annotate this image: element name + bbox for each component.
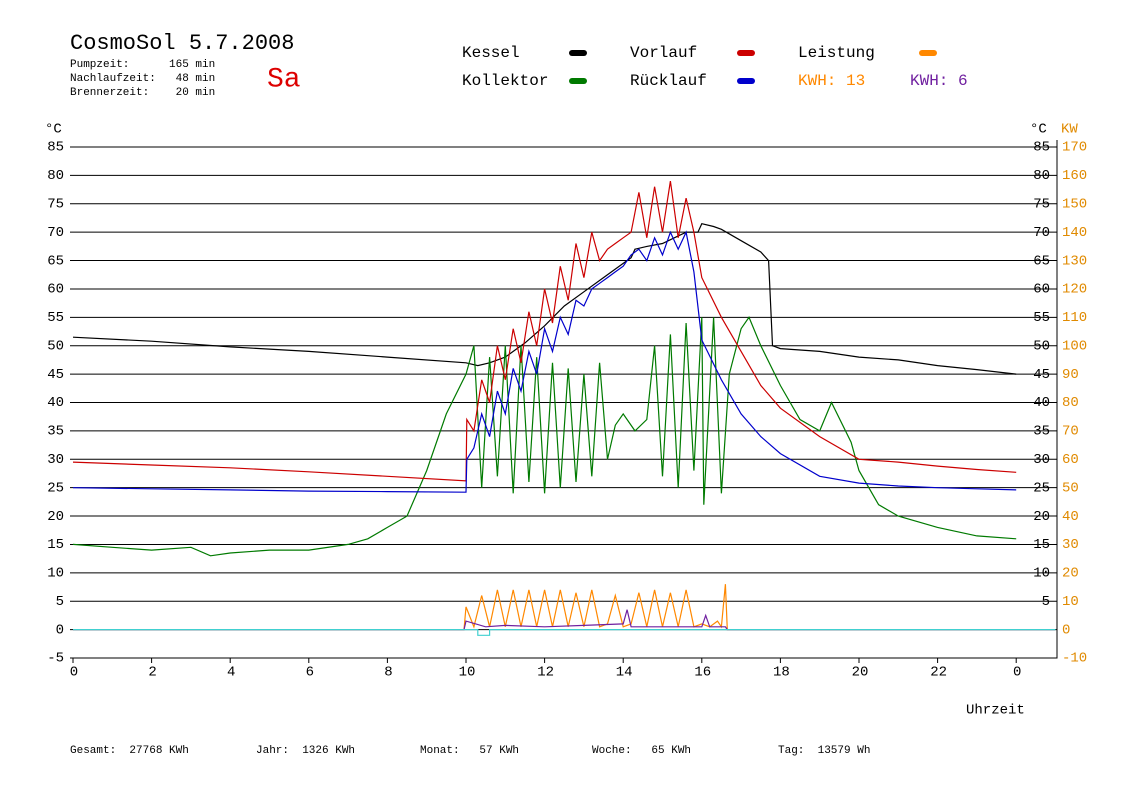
y-tick-label: -5 bbox=[47, 651, 64, 667]
x-tick-label: 20 bbox=[852, 665, 869, 681]
legend-label: Vorlauf bbox=[630, 44, 697, 62]
info-line: Brennerzeit: 20 min bbox=[70, 87, 215, 99]
y2-tick-label: 130 bbox=[1062, 253, 1087, 269]
y-tick-label-right: 15 bbox=[1033, 537, 1050, 553]
legend-label: Kollektor bbox=[462, 72, 548, 90]
y-tick-label-right: 70 bbox=[1033, 225, 1050, 241]
x-tick-label: 14 bbox=[616, 665, 633, 681]
y-tick-label-right: 85 bbox=[1033, 140, 1050, 156]
y-tick-label: 40 bbox=[47, 395, 64, 411]
y-tick-label-right: 60 bbox=[1033, 282, 1050, 298]
x-tick-label: 22 bbox=[930, 665, 947, 681]
legend-label: Rücklauf bbox=[630, 72, 707, 90]
footer-item: Monat: 57 KWh bbox=[420, 745, 519, 757]
y2-tick-label: 10 bbox=[1062, 594, 1079, 610]
y2-tick-label: -10 bbox=[1062, 651, 1087, 667]
y-unit-right: °C bbox=[1030, 122, 1047, 138]
y2-tick-label: 120 bbox=[1062, 282, 1087, 298]
y-tick-label: 80 bbox=[47, 168, 64, 184]
y-tick-label-right: 5 bbox=[1042, 594, 1050, 610]
x-tick-label: 4 bbox=[227, 665, 235, 681]
x-tick-label: 0 bbox=[70, 665, 78, 681]
y2-tick-label: 150 bbox=[1062, 196, 1087, 212]
y-tick-label-right: 55 bbox=[1033, 310, 1050, 326]
y2-tick-label: 60 bbox=[1062, 452, 1079, 468]
y-unit: °C bbox=[45, 122, 62, 138]
series-line bbox=[73, 629, 1056, 636]
y2-tick-label: 170 bbox=[1062, 140, 1087, 156]
x-tick-label: 12 bbox=[537, 665, 554, 681]
series-line bbox=[73, 609, 1056, 631]
kwh-label: KWH: 13 bbox=[798, 72, 865, 90]
y-tick-label: 85 bbox=[47, 140, 64, 156]
footer-item: Woche: 65 KWh bbox=[592, 745, 691, 757]
series-line bbox=[72, 181, 1017, 482]
footer-item: Gesamt: 27768 KWh bbox=[70, 745, 189, 757]
y-tick-label-right: 10 bbox=[1033, 566, 1050, 582]
series-line bbox=[72, 316, 1017, 557]
series-line bbox=[72, 223, 1017, 375]
series-line bbox=[72, 230, 1017, 493]
y-tick-label: 10 bbox=[47, 566, 64, 582]
footer-item: Jahr: 1326 KWh bbox=[256, 745, 355, 757]
y2-tick-label: 160 bbox=[1062, 168, 1087, 184]
x-tick-label: 8 bbox=[384, 665, 392, 681]
y-tick-label-right: 25 bbox=[1033, 480, 1050, 496]
x-axis-label: Uhrzeit bbox=[966, 703, 1025, 719]
y2-unit: KW bbox=[1061, 122, 1078, 138]
y-tick-label: 55 bbox=[47, 310, 64, 326]
y2-tick-label: 30 bbox=[1062, 537, 1079, 553]
legend-label: Leistung bbox=[798, 44, 875, 62]
y-tick-label-right: 75 bbox=[1033, 196, 1050, 212]
info-line: Nachlaufzeit: 48 min bbox=[70, 73, 215, 85]
x-tick-label: 0 bbox=[1013, 665, 1021, 681]
y2-tick-label: 0 bbox=[1062, 622, 1070, 638]
y-tick-label-right: 50 bbox=[1033, 338, 1050, 354]
y-tick-label: 50 bbox=[47, 338, 64, 354]
y-tick-label-right: 30 bbox=[1033, 452, 1050, 468]
footer-item: Tag: 13579 Wh bbox=[778, 745, 870, 757]
y-tick-label-right: 40 bbox=[1033, 395, 1050, 411]
x-tick-label: 10 bbox=[459, 665, 476, 681]
y-tick-label: 35 bbox=[47, 424, 64, 440]
y-tick-label: 30 bbox=[47, 452, 64, 468]
y2-tick-label: 20 bbox=[1062, 566, 1079, 582]
y-tick-label: 0 bbox=[56, 622, 64, 638]
y-tick-label: 65 bbox=[47, 253, 64, 269]
y2-tick-label: 100 bbox=[1062, 338, 1087, 354]
y2-tick-label: 80 bbox=[1062, 395, 1079, 411]
y-tick-label-right: 65 bbox=[1033, 253, 1050, 269]
info-line: Pumpzeit: 165 min bbox=[70, 59, 215, 71]
y2-tick-label: 50 bbox=[1062, 480, 1079, 496]
weekday: Sa bbox=[267, 64, 301, 95]
y-tick-label: 45 bbox=[47, 367, 64, 383]
y2-tick-label: 110 bbox=[1062, 310, 1087, 326]
y2-tick-label: 140 bbox=[1062, 225, 1087, 241]
x-tick-label: 16 bbox=[694, 665, 711, 681]
y2-tick-label: 40 bbox=[1062, 509, 1079, 525]
y-tick-label: 75 bbox=[47, 196, 64, 212]
x-tick-label: 6 bbox=[306, 665, 314, 681]
y-tick-label-right: 35 bbox=[1033, 424, 1050, 440]
y2-tick-label: 70 bbox=[1062, 424, 1079, 440]
x-tick-label: 2 bbox=[148, 665, 156, 681]
kwh-label: KWH: 6 bbox=[910, 72, 968, 90]
chart-title: CosmoSol 5.7.2008 bbox=[70, 31, 294, 56]
y-tick-label: 70 bbox=[47, 225, 64, 241]
y-tick-label: 5 bbox=[56, 594, 64, 610]
y-tick-label-right: 80 bbox=[1033, 168, 1050, 184]
y-tick-label-right: 45 bbox=[1033, 367, 1050, 383]
y-tick-label: 15 bbox=[47, 537, 64, 553]
y-tick-label: 25 bbox=[47, 480, 64, 496]
x-tick-label: 18 bbox=[773, 665, 790, 681]
y-tick-label-right: 20 bbox=[1033, 509, 1050, 525]
y2-tick-label: 90 bbox=[1062, 367, 1079, 383]
series-line bbox=[73, 584, 1056, 631]
y-tick-label: 20 bbox=[47, 509, 64, 525]
y-tick-label: 60 bbox=[47, 282, 64, 298]
legend-label: Kessel bbox=[462, 44, 520, 62]
